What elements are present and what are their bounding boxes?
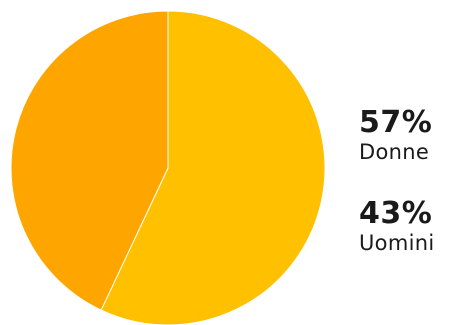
legend-entry-donne: 57% Donne — [359, 107, 432, 165]
pie-chart — [10, 10, 326, 325]
legend-value-donne: 57% — [359, 105, 433, 140]
legend-value-uomini: 43% — [359, 196, 433, 231]
legend-entry-uomini: 43% Uomini — [359, 198, 434, 256]
legend-label-donne: Donne — [359, 140, 430, 164]
pie-slice-uomini — [10, 10, 169, 311]
legend-label-uomini: Uomini — [359, 231, 435, 255]
